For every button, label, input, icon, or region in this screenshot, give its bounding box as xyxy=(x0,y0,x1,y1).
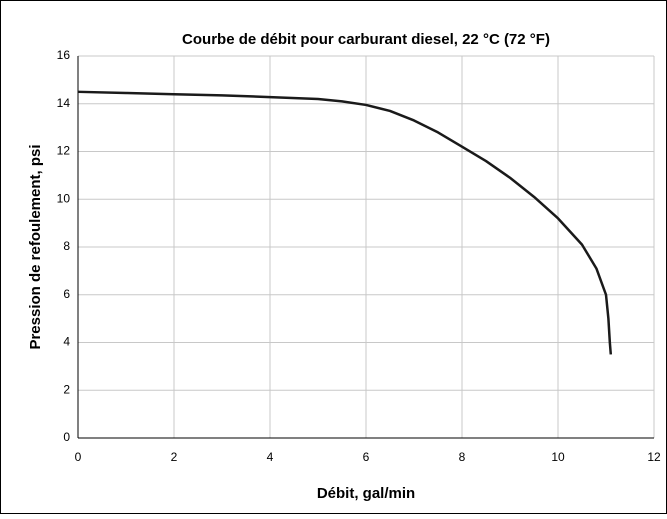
y-tick-label: 10 xyxy=(57,191,71,205)
frame xyxy=(1,1,667,514)
x-axis-label: Débit, gal/min xyxy=(317,485,415,502)
y-tick-label: 8 xyxy=(63,239,70,253)
y-axis-label: Pression de refoulement, psi xyxy=(27,144,44,349)
y-tick-label: 6 xyxy=(63,287,70,301)
y-tick-label: 14 xyxy=(57,96,71,110)
x-tick-label: 12 xyxy=(647,450,661,464)
x-tick-label: 8 xyxy=(459,450,466,464)
y-tick-label: 2 xyxy=(63,382,70,396)
y-tick-label: 4 xyxy=(63,335,70,349)
y-tick-label: 0 xyxy=(63,430,70,444)
y-tick-label: 12 xyxy=(57,144,71,158)
chart: Courbe de débit pour carburant diesel, 2… xyxy=(0,0,667,514)
x-tick-label: 2 xyxy=(171,450,178,464)
x-tick-label: 4 xyxy=(267,450,274,464)
y-tick-label: 16 xyxy=(57,48,71,62)
x-tick-label: 10 xyxy=(551,450,565,464)
x-tick-label: 0 xyxy=(75,450,82,464)
x-tick-label: 6 xyxy=(363,450,370,464)
chart-title: Courbe de débit pour carburant diesel, 2… xyxy=(182,31,550,48)
